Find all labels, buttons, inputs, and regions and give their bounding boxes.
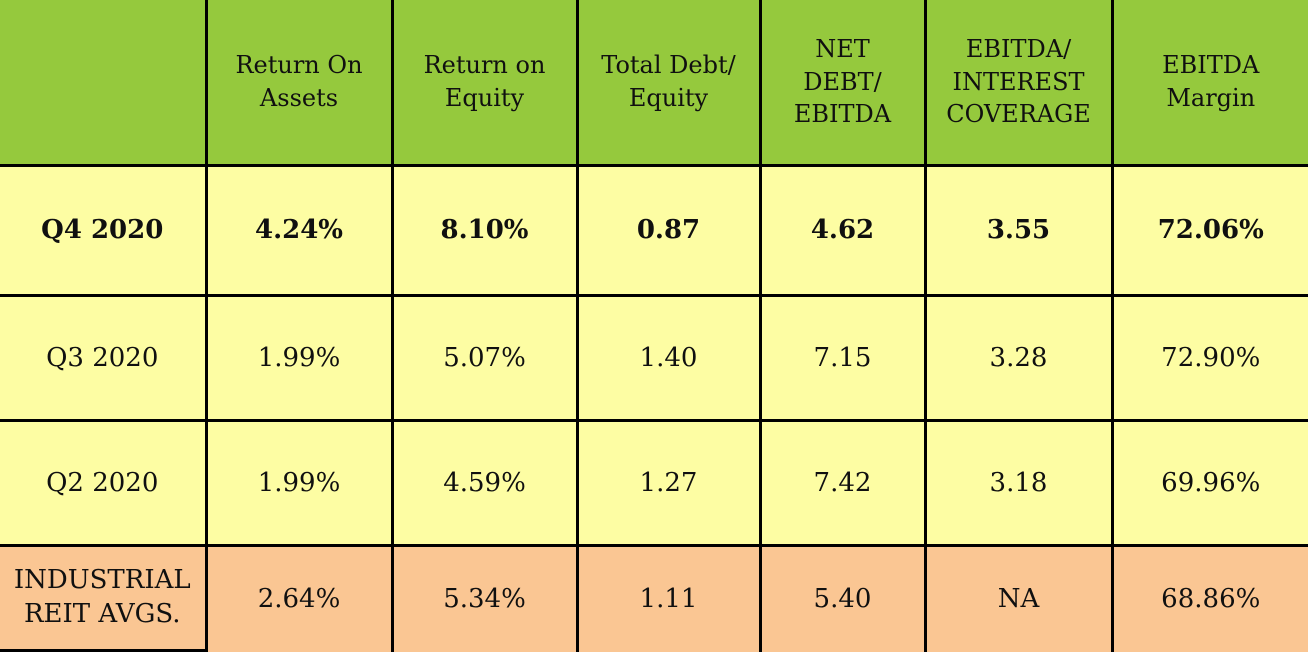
row-label-q3-2020: Q3 2020: [0, 293, 208, 422]
table-cell: 1.99%: [204, 293, 394, 422]
table-cell: 1.40: [575, 293, 762, 422]
table-cell: 1.99%: [204, 418, 394, 547]
table-cell: 72.06%: [1110, 163, 1308, 297]
table-cell: 5.40: [758, 543, 927, 652]
row-industrial-reit-avgs: INDUSTRIAL REIT AVGS. 2.64% 5.34% 1.11 5…: [0, 543, 1308, 652]
table-cell: 3.28: [923, 293, 1114, 422]
table-cell: 7.15: [758, 293, 927, 422]
table-cell: 72.90%: [1110, 293, 1308, 422]
table-cell: 4.62: [758, 163, 927, 297]
row-label-q2-2020: Q2 2020: [0, 418, 208, 547]
header-ebitda-margin: EBITDA Margin: [1110, 0, 1308, 167]
table-cell: 5.34%: [390, 543, 579, 652]
table-cell: 69.96%: [1110, 418, 1308, 547]
row-label-industrial-reit-avgs: INDUSTRIAL REIT AVGS.: [0, 543, 208, 652]
row-label-q4-2020: Q4 2020: [0, 163, 208, 297]
table-cell: NA: [923, 543, 1114, 652]
table-cell: 2.64%: [204, 543, 394, 652]
table-cell: 4.59%: [390, 418, 579, 547]
row-q4-2020: Q4 2020 4.24% 8.10% 0.87 4.62 3.55 72.06…: [0, 163, 1308, 297]
table-cell: 4.24%: [204, 163, 394, 297]
table-cell: 1.27: [575, 418, 762, 547]
header-row: Return On Assets Return on Equity Total …: [0, 0, 1308, 167]
header-total-debt-equity: Total Debt/ Equity: [575, 0, 762, 167]
table-cell: 68.86%: [1110, 543, 1308, 652]
table-cell: 5.07%: [390, 293, 579, 422]
row-q2-2020: Q2 2020 1.99% 4.59% 1.27 7.42 3.18 69.96…: [0, 418, 1308, 547]
table-cell: 8.10%: [390, 163, 579, 297]
header-return-on-assets: Return On Assets: [204, 0, 394, 167]
row-q3-2020: Q3 2020 1.99% 5.07% 1.40 7.15 3.28 72.90…: [0, 293, 1308, 422]
header-corner-cell: [0, 0, 208, 167]
table-cell: 1.11: [575, 543, 762, 652]
header-return-on-equity: Return on Equity: [390, 0, 579, 167]
table-cell: 0.87: [575, 163, 762, 297]
table-cell: 3.55: [923, 163, 1114, 297]
table-cell: 7.42: [758, 418, 927, 547]
header-net-debt-ebitda: NET DEBT/ EBITDA: [758, 0, 927, 167]
header-ebitda-interest-coverage: EBITDA/ INTEREST COVERAGE: [923, 0, 1114, 167]
table-cell: 3.18: [923, 418, 1114, 547]
